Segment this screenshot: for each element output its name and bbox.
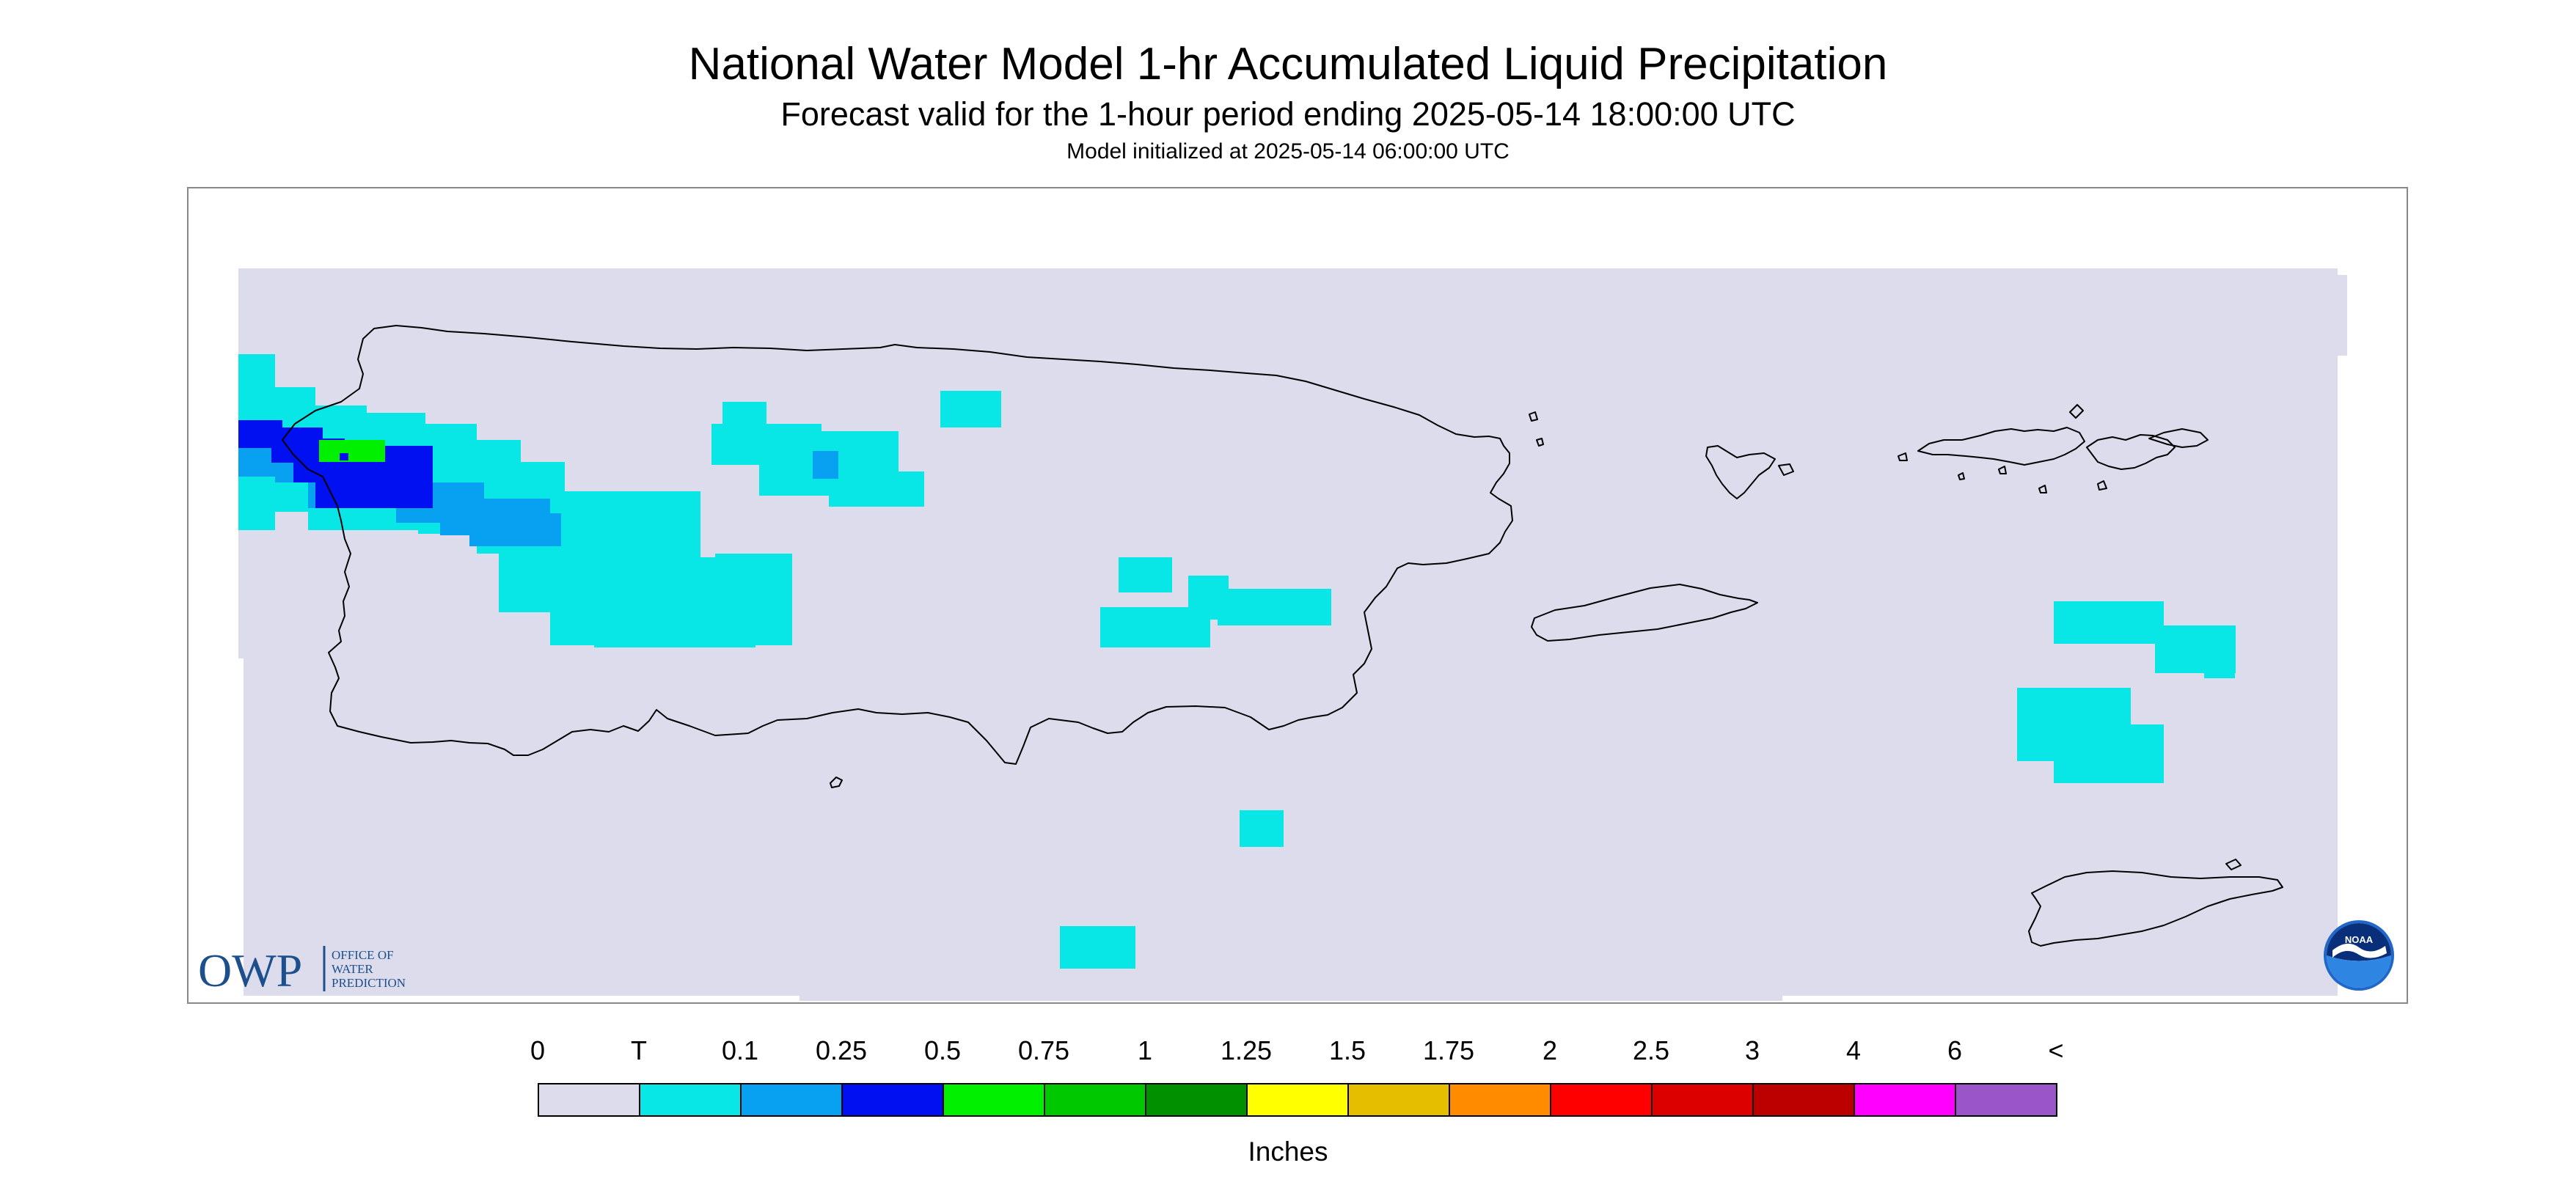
coastlines <box>282 325 2283 947</box>
colorbar-cell <box>1044 1083 1146 1117</box>
legend-label: 1.25 <box>1220 1035 1273 1065</box>
precip-0-25-core <box>340 453 348 460</box>
legend-label: 4 <box>1845 1035 1862 1065</box>
legend-label: 0.1 <box>721 1035 759 1065</box>
colorbar-cell <box>740 1083 843 1117</box>
legend-label: 1 <box>1137 1035 1153 1065</box>
map-subtitle: Forecast valid for the 1-hour period end… <box>780 95 1796 133</box>
colorbar-cell <box>1550 1083 1653 1117</box>
noaa-logo-text: NOAA <box>2345 934 2374 945</box>
precip-0-5 <box>319 440 385 462</box>
saint-thomas-coastline <box>1898 404 2085 466</box>
tortola-coastline <box>2148 428 2209 448</box>
owp-logo-line-1: OFFICE OF <box>332 948 394 962</box>
legend-label: T <box>631 1035 647 1065</box>
saint-john-coastline <box>2086 434 2176 470</box>
noaa-logo: NOAA <box>2324 920 2394 991</box>
owp-logo-mark: OWP <box>198 944 302 996</box>
legend-label: < <box>2048 1035 2064 1065</box>
model-init-line: Model initialized at 2025-05-14 06:00:00… <box>1066 139 1510 164</box>
colorbar-cell <box>1651 1083 1754 1117</box>
legend-label: 3 <box>1744 1035 1760 1065</box>
colorbar-cell <box>1752 1083 1855 1117</box>
owp-logo-line-3: PREDICTION <box>332 976 406 990</box>
legend-units: Inches <box>1248 1137 1328 1167</box>
small-cay-outlines <box>1529 411 2107 493</box>
data-domain <box>238 268 2347 1001</box>
legend-label: 6 <box>1947 1035 1963 1065</box>
legend-label: 2.5 <box>1632 1035 1670 1065</box>
owp-logo: OWP OFFICE OF WATER PREDICTION <box>198 944 406 996</box>
legend-label: 0.5 <box>923 1035 962 1065</box>
vieques-coastline <box>1531 584 1758 642</box>
legend-label: 1.5 <box>1328 1035 1366 1065</box>
legend-label: 2 <box>1542 1035 1558 1065</box>
legend-label: 1.75 <box>1422 1035 1475 1065</box>
legend-label: 0 <box>530 1035 546 1065</box>
colorbar-cell <box>1955 1083 2057 1117</box>
desecheo-coastline <box>830 777 843 788</box>
colorbar-cell <box>1145 1083 1248 1117</box>
legend-labels: 0 T 0.1 0.25 0.5 0.75 1 1.25 1.5 1.75 2 2.5 3 4 6 < <box>0 1034 2576 1071</box>
colorbar-cell <box>1246 1083 1349 1117</box>
colorbar-cell <box>1449 1083 1551 1117</box>
owp-logo-line-2: WATER <box>332 962 373 976</box>
puerto-rico-coastline <box>282 325 1513 765</box>
colorbar-cell <box>943 1083 1045 1117</box>
legend-label: 0.75 <box>1017 1035 1070 1065</box>
map-title: National Water Model 1-hr Accumulated Li… <box>688 39 1888 89</box>
saint-croix-coastline <box>2028 859 2283 947</box>
legend-label: 0.25 <box>815 1035 868 1065</box>
colorbar-cell <box>538 1083 640 1117</box>
colorbar-cell <box>841 1083 944 1117</box>
colorbar-cell <box>1347 1083 1450 1117</box>
colorbar-cell <box>639 1083 742 1117</box>
colorbar-cell <box>1854 1083 1956 1117</box>
culebra-coastline <box>1705 445 1794 499</box>
